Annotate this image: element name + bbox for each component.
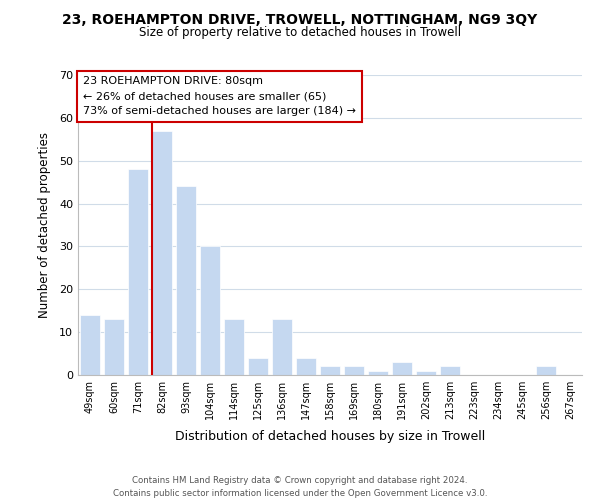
Bar [296, 358, 316, 375]
Text: 23 ROEHAMPTON DRIVE: 80sqm
← 26% of detached houses are smaller (65)
73% of semi: 23 ROEHAMPTON DRIVE: 80sqm ← 26% of deta… [83, 76, 356, 116]
Bar [128, 170, 148, 375]
Bar [368, 370, 388, 375]
Text: Size of property relative to detached houses in Trowell: Size of property relative to detached ho… [139, 26, 461, 39]
Bar [416, 370, 436, 375]
Bar [104, 320, 124, 375]
Text: Contains HM Land Registry data © Crown copyright and database right 2024.
Contai: Contains HM Land Registry data © Crown c… [113, 476, 487, 498]
Bar [200, 246, 220, 375]
Bar [272, 320, 292, 375]
Bar [248, 358, 268, 375]
Bar [344, 366, 364, 375]
Bar [392, 362, 412, 375]
Bar [536, 366, 556, 375]
Bar [80, 315, 100, 375]
Bar [320, 366, 340, 375]
Bar [176, 186, 196, 375]
Y-axis label: Number of detached properties: Number of detached properties [38, 132, 50, 318]
Bar [224, 320, 244, 375]
X-axis label: Distribution of detached houses by size in Trowell: Distribution of detached houses by size … [175, 430, 485, 444]
Text: 23, ROEHAMPTON DRIVE, TROWELL, NOTTINGHAM, NG9 3QY: 23, ROEHAMPTON DRIVE, TROWELL, NOTTINGHA… [62, 12, 538, 26]
Bar [152, 130, 172, 375]
Bar [440, 366, 460, 375]
